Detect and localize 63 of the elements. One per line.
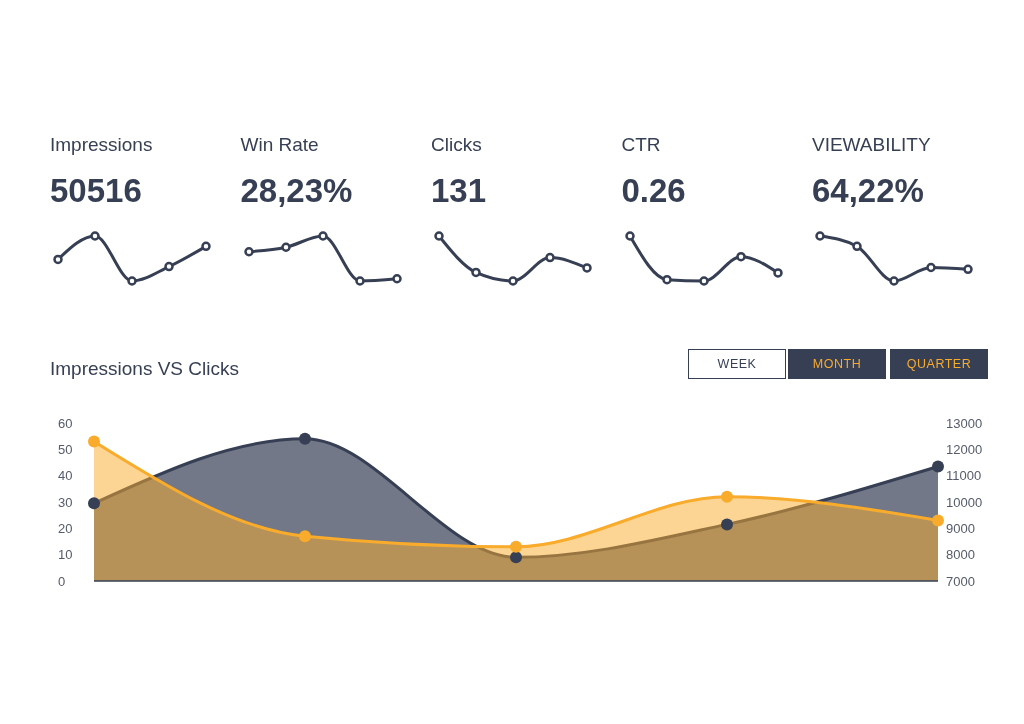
- point: [243, 247, 254, 257]
- point: [164, 261, 174, 272]
- point: [963, 264, 973, 275]
- y2-tick-label: 13000: [946, 415, 983, 431]
- chart-subtitle: 64,22%: [812, 172, 924, 210]
- point: [391, 274, 402, 284]
- point: [90, 231, 100, 241]
- point: [88, 497, 100, 510]
- point: [772, 268, 783, 278]
- chart-title: Win Rate: [240, 134, 319, 156]
- point: [88, 435, 100, 448]
- y-tick-label: 10: [58, 547, 73, 563]
- chart-title: Impressions VS Clicks: [50, 358, 239, 380]
- point: [932, 514, 944, 527]
- point: [721, 518, 733, 531]
- text: QUARTER: [890, 349, 988, 379]
- y-tick-label: 20: [58, 520, 73, 536]
- point: [201, 241, 211, 252]
- point: [299, 530, 311, 543]
- y-tick-label: 60: [58, 415, 73, 431]
- point: [434, 231, 444, 241]
- y2-tick-label: 8000: [946, 547, 975, 563]
- y-tick-label: 30: [58, 494, 73, 510]
- point: [510, 551, 522, 564]
- y2-tick-label: 12000: [946, 441, 983, 457]
- y2-tick-label: 10000: [946, 494, 983, 510]
- chart-subtitle: 28,23%: [240, 172, 353, 210]
- chart-subtitle: 50516: [50, 172, 142, 210]
- point: [721, 490, 733, 503]
- y2-tick-label: 11000: [946, 468, 982, 484]
- y2-tick-label: 7000: [946, 573, 975, 589]
- point: [926, 262, 936, 273]
- chart-title: CTR: [621, 134, 661, 156]
- point: [510, 540, 522, 553]
- y-tick-label: 40: [58, 468, 73, 484]
- point: [932, 460, 944, 473]
- point: [735, 251, 746, 262]
- point: [582, 263, 592, 273]
- point: [471, 267, 481, 278]
- point: [299, 432, 311, 445]
- chart-subtitle: 0.26: [621, 172, 686, 210]
- chart-title: VIEWABILITY: [812, 134, 931, 156]
- point: [889, 276, 899, 286]
- point: [545, 252, 555, 263]
- chart-title: Clicks: [431, 134, 482, 156]
- point: [127, 276, 137, 286]
- text: WEEK: [688, 349, 786, 379]
- point: [661, 274, 672, 285]
- point: [815, 231, 825, 241]
- chart-title: Impressions: [50, 134, 153, 156]
- y-tick-label: 0: [58, 573, 66, 589]
- point: [698, 276, 709, 286]
- point: [508, 276, 518, 286]
- point: [53, 254, 63, 265]
- text: MONTH: [788, 349, 886, 379]
- point: [852, 241, 862, 252]
- point: [354, 276, 365, 286]
- point: [317, 231, 328, 241]
- chart-subtitle: 131: [431, 172, 487, 210]
- point: [280, 242, 291, 252]
- y2-tick-label: 9000: [946, 520, 975, 536]
- point: [624, 231, 635, 241]
- y-tick-label: 50: [58, 441, 73, 457]
